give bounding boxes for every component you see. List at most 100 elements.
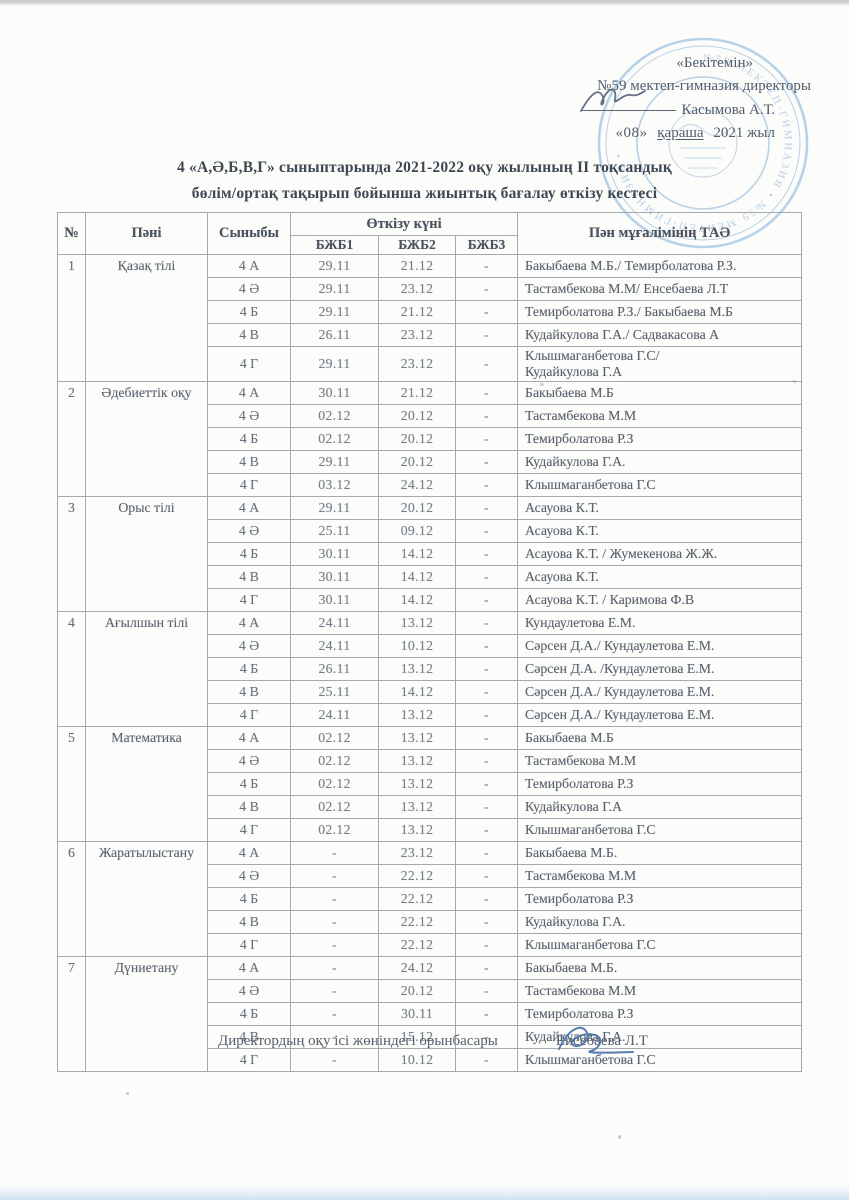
bzb3-date-cell: - (454, 519, 519, 543)
header-subject: Пәні (85, 212, 208, 255)
bzb3-date-cell: - (454, 611, 519, 635)
table-row: 5 Математика 4 А 02.12 13.12- Бакыбаева М.Б (57, 726, 803, 842)
signature-underline (580, 109, 676, 111)
bzb3-date-cell: - (454, 657, 519, 681)
table-row: 4 В 25.11 14.12- Сәрсен Д.А./ Кундаулетова … (58, 680, 803, 704)
table-row: 3 Орыс тілі 4 А 29.11 20.12- Асауова К.Т. (57, 496, 803, 612)
approval-director-line: №59 мектеп-гимназия директоры (597, 78, 811, 95)
schedule-table: № Пәні Сыныбы Өткізу күні Пән мұғаліміні… (57, 212, 803, 1072)
bzb1-date-cell: - (290, 887, 379, 911)
bzb2-date-cell: 20.12 (378, 496, 456, 520)
subject-cell: Жаратылыстану (85, 841, 208, 957)
bzb2-date-cell: 09.12 (378, 519, 456, 543)
class-cell: 4 Г (207, 818, 291, 842)
class-cell: 4 Ә (207, 979, 291, 1003)
table-row: 4 Г -22.12- Клышмаганбетова Г.С (58, 933, 803, 957)
bzb2-date-cell: 13.12 (378, 657, 456, 681)
bzb2-date-cell: 21.12 (378, 381, 456, 405)
table-row: 4 В 30.11 14.12- Асауова К.Т. (58, 565, 803, 589)
approval-signature-line: Касымова А.Т. (481, 88, 811, 122)
bzb2-date-cell: 20.12 (378, 404, 456, 428)
bzb2-date-cell: 21.12 (378, 254, 456, 278)
director-signature (580, 88, 646, 112)
header-teacher: Пән мұғалімінің ТАӘ (517, 212, 803, 255)
class-cell: 4 Б (207, 1002, 291, 1026)
bzb2-date-cell: 13.12 (378, 795, 456, 819)
class-cell: 4 Б (207, 657, 291, 681)
bzb3-date-cell: - (454, 772, 519, 796)
bzb2-date-cell: 22.12 (378, 910, 456, 934)
bzb1-date-cell: 25.11 (290, 680, 379, 704)
class-cell: 4 В (207, 910, 291, 934)
class-cell: 4 Ә (207, 749, 291, 773)
bzb3-date-cell: - (454, 887, 519, 911)
header-bzb2: БЖБ2 (378, 235, 456, 255)
bzb1-date-cell: 29.11 (290, 254, 379, 278)
section-number: 6 (57, 841, 86, 957)
class-cell: 4 А (207, 611, 291, 635)
bzb3-date-cell: - (454, 818, 519, 842)
bzb1-date-cell: 02.12 (290, 795, 379, 819)
bzb3-date-cell: - (454, 542, 519, 566)
section-number: 4 (57, 611, 86, 727)
teacher-cell: Бакыбаева М.Б./ Темирболатова Р.З. (517, 254, 803, 278)
bzb1-date-cell: - (290, 864, 379, 888)
date-month: қараша (657, 124, 704, 141)
table-row: 4 Б -30.11- Темирболатова Р.З (58, 1002, 803, 1026)
footer-signoff: Директордың оқу ісі жөніндегі орынбасары… (218, 1026, 648, 1054)
class-cell: 4 В (207, 795, 291, 819)
table-row: 4 В 29.11 20.12- Кудайкулова Г.А. (58, 450, 803, 474)
bzb1-date-cell: - (290, 841, 379, 865)
class-cell: 4 А (207, 496, 291, 520)
bzb3-date-cell: - (454, 956, 519, 980)
bzb3-date-cell: - (454, 404, 519, 428)
scan-speck (540, 383, 544, 386)
table-row: 4 Б 02.12 20.12- Темирболатова Р.З (58, 427, 803, 451)
table-subheader-row: БЖБ1 БЖБ2 БЖБ3 (58, 235, 802, 255)
bzb1-date-cell: 02.12 (290, 818, 379, 842)
class-cell: 4 А (207, 254, 291, 278)
class-cell: 4 А (207, 956, 291, 980)
bzb1-date-cell: 02.12 (290, 749, 379, 773)
footer-label: Директордың оқу ісі жөніндегі орынбасары (218, 1033, 498, 1049)
deputy-signature (558, 1026, 634, 1054)
teacher-cell: Кудайкулова Г.А. (517, 910, 803, 934)
bzb3-date-cell: - (454, 864, 519, 888)
teacher-cell: Темирболатова Р.З (517, 772, 803, 796)
bzb3-date-cell: - (454, 254, 519, 278)
bzb3-date-cell: - (454, 588, 519, 612)
bzb2-date-cell: 13.12 (378, 772, 456, 796)
bzb1-date-cell: - (290, 1048, 379, 1072)
header-class: Сыныбы (207, 212, 291, 255)
subject-cell: Дүниетану (85, 956, 208, 1072)
teacher-cell: Клышмаганбетова Г.С (517, 1048, 803, 1072)
section-number: 3 (57, 496, 86, 612)
bzb2-date-cell: 23.12 (378, 841, 456, 865)
teacher-cell: Темирболатова Р.З (517, 887, 803, 911)
class-cell: 4 В (207, 450, 291, 474)
bzb1-date-cell: 26.11 (290, 657, 379, 681)
director-name: Касымова А.Т. (681, 101, 775, 118)
header-bzb1: БЖБ1 (290, 235, 379, 255)
section-number: 7 (57, 956, 86, 1072)
approval-word: «Бекітемін» (676, 55, 753, 71)
teacher-cell: Тастамбекова М.М/ Енсебаева Л.Т (517, 277, 803, 301)
bzb1-date-cell: 02.12 (290, 726, 379, 750)
teacher-cell: Кудайкулова Г.А./ Садвакасова А (517, 323, 803, 347)
table-row: 4 Ә 02.12 20.12- Тастамбекова М.М (58, 404, 803, 428)
table-row: 4 Б 02.12 13.12- Темирболатова Р.З (58, 772, 803, 796)
teacher-cell: Тастамбекова М.М (517, 979, 803, 1003)
bzb1-date-cell: - (290, 910, 379, 934)
bzb2-date-cell: 23.12 (378, 277, 456, 301)
bzb2-date-cell: 22.12 (378, 933, 456, 957)
class-cell: 4 Г (207, 1048, 291, 1072)
table-row: 1 Қазақ тілі 4 А 29.11 21.12- Бакыбаева М.Б./… (57, 254, 803, 382)
bzb1-date-cell: 29.11 (290, 450, 379, 474)
date-year: 2021 жыл (713, 124, 775, 141)
teacher-cell: Темирболатова Р.З./ Бакыбаева М.Б (517, 300, 803, 324)
table-row: 4 Б 26.11 13.12- Сәрсен Д.А. /Кундаулетова … (58, 657, 803, 681)
table-row: 4 В 26.11 23.12- Кудайкулова Г.А./ Садвакас… (58, 323, 803, 347)
scan-speck (126, 1092, 129, 1095)
bzb2-date-cell: 20.12 (378, 979, 456, 1003)
teacher-cell: Асауова К.Т. (517, 519, 803, 543)
